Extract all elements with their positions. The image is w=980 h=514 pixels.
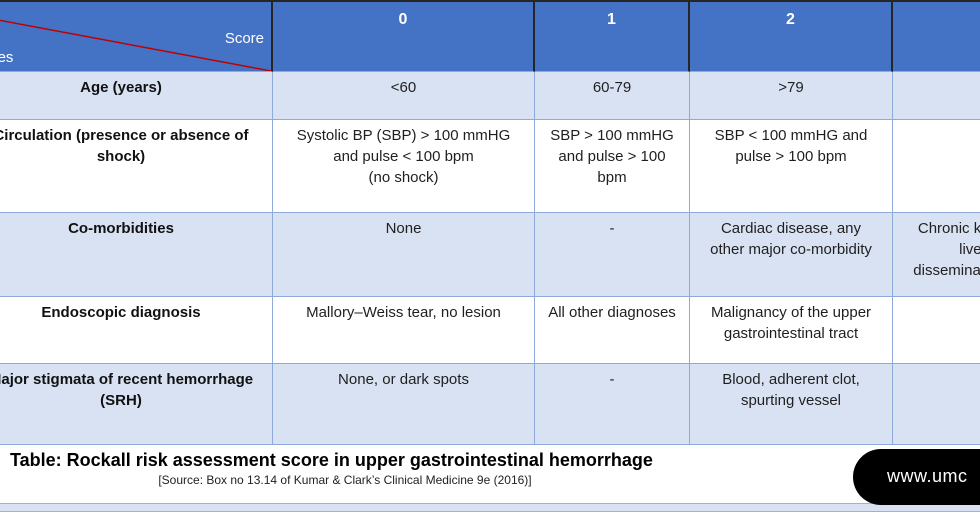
table-cell [893, 297, 980, 364]
watermark-url: www.umc [887, 466, 968, 486]
bottom-divider-strip [0, 503, 980, 512]
caption-source: [Source: Box no 13.14 of Kumar & Clark’s… [158, 473, 532, 487]
row-label-age: Age (years) [0, 72, 273, 120]
table-cell: >79 [690, 72, 893, 120]
table-cell: Mallory–Weiss tear, no lesion [273, 297, 535, 364]
row-label-major-stigmata: Major stigmata of recent hemorrhage (SRH… [0, 364, 273, 445]
table-cell: Blood, adherent clot, spurting vessel [690, 364, 893, 445]
table-cell [893, 120, 980, 213]
table-cell: None [273, 213, 535, 297]
diagonal-divider-line [0, 19, 271, 71]
table-cell [893, 364, 980, 445]
table-cell: None, or dark spots [273, 364, 535, 445]
table-cell: SBP < 100 mmHG and pulse > 100 bpm [690, 120, 893, 213]
table-cell: <60 [273, 72, 535, 120]
score-column-header-2: 2 [690, 2, 893, 72]
table-cell: Malignancy of the upper gastrointestinal… [690, 297, 893, 364]
table-cell: - [535, 364, 690, 445]
caption-title: Table: Rockall risk assessment score in … [10, 450, 653, 470]
table-cell: All other diagnoses [535, 297, 690, 364]
variables-axis-label: Variables [0, 49, 14, 66]
score-column-header-1: 1 [535, 2, 690, 72]
watermark-pill: www.umc [853, 449, 980, 505]
table-cell: 60-79 [535, 72, 690, 120]
row-label-comorbidities: Co-morbidities [0, 213, 273, 297]
table-corner-cell: Score Variables [0, 2, 273, 72]
table-cell: SBP > 100 mmHG and pulse > 100 bpm [535, 120, 690, 213]
score-column-header-0: 0 [273, 2, 535, 72]
rockall-score-table: Score Variables 0 1 2 Age (years) <60 60… [0, 0, 980, 445]
row-label-endoscopic-diagnosis: Endoscopic diagnosis [0, 297, 273, 364]
row-label-circulation: Circulation (presence or absence of shoc… [0, 120, 273, 213]
table-cell: - [535, 213, 690, 297]
table-caption: Table: Rockall risk assessment score in … [0, 445, 980, 503]
table-cell: Systolic BP (SBP) > 100 mmHG and pulse <… [273, 120, 535, 213]
score-axis-label: Score [224, 30, 264, 47]
table-cell [893, 72, 980, 120]
table-cell: Chronic kidney disease, liver failure, d… [893, 213, 980, 297]
score-column-header-3 [893, 2, 980, 72]
table-cell: Cardiac disease, any other major co-morb… [690, 213, 893, 297]
